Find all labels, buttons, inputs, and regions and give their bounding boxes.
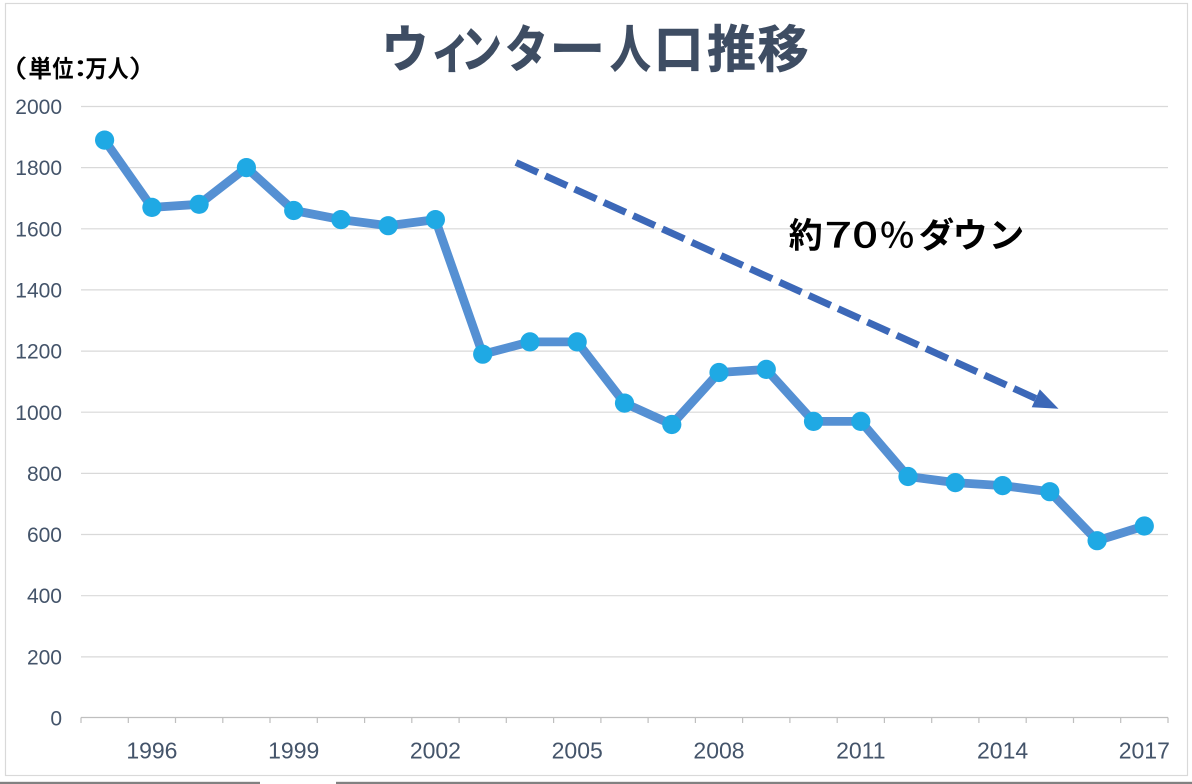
svg-text:2011: 2011 bbox=[836, 738, 885, 764]
svg-text:1999: 1999 bbox=[268, 738, 319, 764]
svg-text:200: 200 bbox=[27, 646, 62, 669]
svg-text:600: 600 bbox=[27, 524, 62, 547]
svg-text:1000: 1000 bbox=[15, 402, 62, 425]
svg-text:0: 0 bbox=[50, 708, 62, 731]
svg-text:2000: 2000 bbox=[15, 96, 62, 119]
svg-text:800: 800 bbox=[27, 463, 62, 486]
svg-text:2014: 2014 bbox=[977, 738, 1028, 764]
svg-text:2005: 2005 bbox=[552, 738, 603, 764]
svg-text:1800: 1800 bbox=[15, 157, 62, 180]
svg-text:1600: 1600 bbox=[15, 218, 62, 241]
svg-text:2002: 2002 bbox=[410, 738, 461, 764]
svg-text:400: 400 bbox=[27, 585, 62, 608]
svg-text:2008: 2008 bbox=[693, 738, 744, 764]
svg-text:1400: 1400 bbox=[15, 279, 62, 302]
svg-text:1996: 1996 bbox=[126, 738, 177, 764]
svg-text:1200: 1200 bbox=[15, 341, 62, 364]
svg-text:2017: 2017 bbox=[1119, 738, 1170, 764]
